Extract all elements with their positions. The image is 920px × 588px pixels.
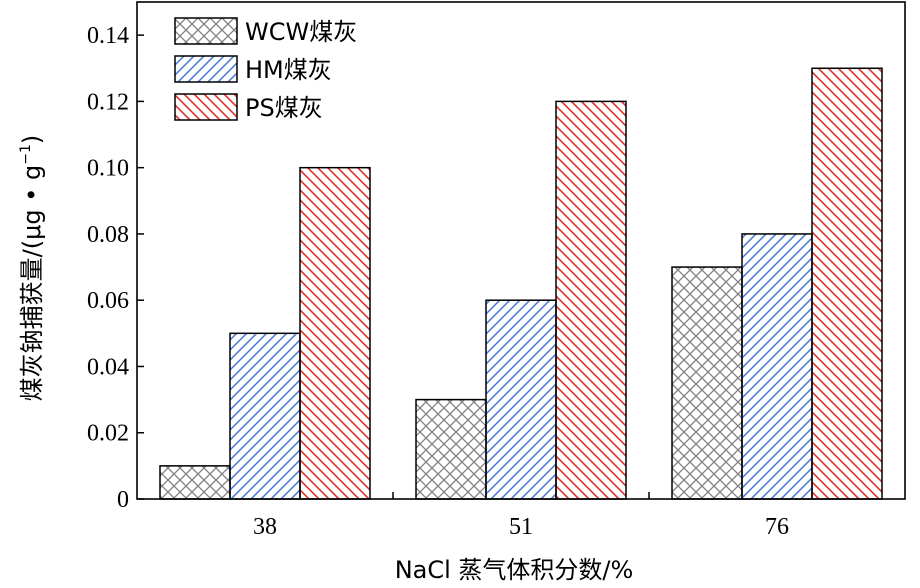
- y-tick-label: 0.14: [87, 23, 129, 49]
- bar-wcw-51: [415, 398, 487, 500]
- bar-ps-51: [555, 100, 627, 500]
- plot-frame: [136, 1, 906, 500]
- bar-wcw-38: [159, 465, 231, 500]
- bar-wcw-76: [671, 266, 743, 500]
- bar-hm-76: [741, 233, 813, 500]
- legend-swatch-hm: [174, 55, 238, 83]
- bar-hm-51: [485, 299, 557, 500]
- y-tick-label: 0.04: [87, 354, 129, 380]
- y-tick-label: 0.06: [87, 288, 129, 314]
- legend-label-ps: PS煤灰: [245, 94, 323, 122]
- x-tick-label: 38: [253, 514, 277, 540]
- y-tick-label: 0.08: [87, 222, 129, 248]
- x-tick-label: 51: [509, 514, 533, 540]
- x-axis-title: NaCl 蒸气体积分数/%: [395, 556, 634, 584]
- bar-hm-38: [229, 332, 301, 500]
- bar-ps-38: [299, 166, 371, 500]
- legend-label-hm: HM煤灰: [245, 56, 332, 84]
- y-axis-title: 煤灰钠捕获量/(μg • g−1): [18, 135, 46, 402]
- x-tick-label: 76: [765, 514, 789, 540]
- y-tick-label: 0: [117, 487, 129, 513]
- legend-swatch-ps: [174, 93, 238, 121]
- y-tick-label: 0.10: [87, 156, 129, 182]
- legend-label-wcw: WCW煤灰: [245, 18, 357, 46]
- bar-ps-76: [811, 67, 883, 500]
- y-tick-label: 0.02: [87, 421, 129, 447]
- y-tick-label: 0.12: [87, 89, 129, 115]
- legend-swatch-wcw: [174, 17, 238, 45]
